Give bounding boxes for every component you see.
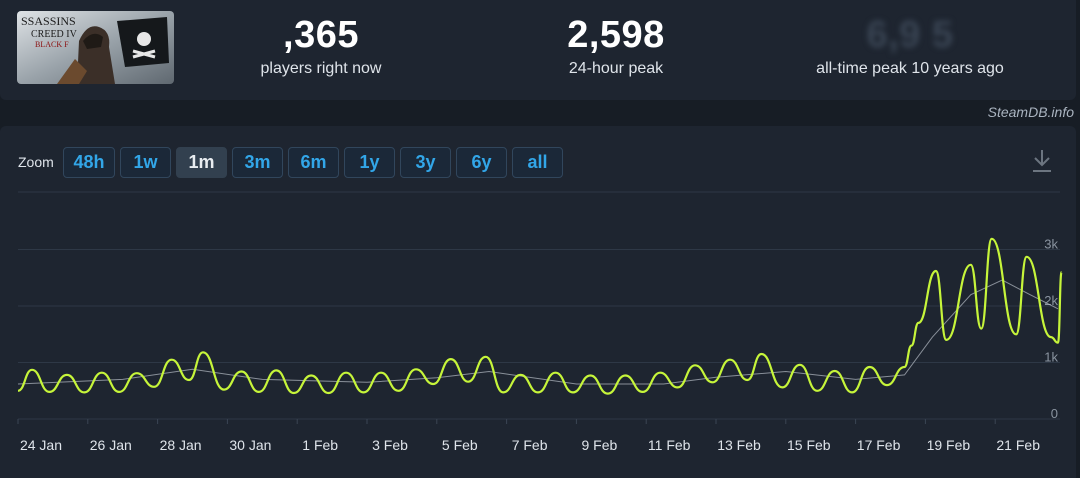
peak-24h-label: 24-hour peak bbox=[568, 60, 664, 77]
x-tick-label: 13 Feb bbox=[717, 437, 761, 453]
zoom-all-button[interactable]: all bbox=[512, 147, 563, 178]
all-time-peak-stat: 6,9 5 all-time peak 10 years ago bbox=[790, 12, 1030, 79]
x-tick-label: 1 Feb bbox=[302, 437, 338, 453]
zoom-1y-button[interactable]: 1y bbox=[344, 147, 395, 178]
current-players-stat: ,365 players right now bbox=[236, 12, 406, 79]
x-tick-label: 15 Feb bbox=[787, 437, 831, 453]
players-chart: 0 1k 2k 3k 24 Jan 26 Jan 28 Jan 30 Jan 1 Feb 3 Fe… bbox=[17, 191, 1063, 453]
x-tick-label: 26 Jan bbox=[90, 437, 132, 453]
x-tick-label: 28 Jan bbox=[160, 437, 202, 453]
series-players-line bbox=[17, 237, 1063, 395]
x-tick-label: 17 Feb bbox=[857, 437, 901, 453]
x-tick-label: 3 Feb bbox=[372, 437, 408, 453]
zoom-3y-button[interactable]: 3y bbox=[400, 147, 451, 178]
all-time-peak-value: 6,9 5 bbox=[866, 14, 954, 56]
x-tick-label: 24 Jan bbox=[20, 437, 62, 453]
x-tick-label: 21 Feb bbox=[996, 437, 1040, 453]
download-icon[interactable] bbox=[1031, 148, 1053, 179]
x-tick-label: 30 Jan bbox=[229, 437, 271, 453]
x-tick-label: 9 Feb bbox=[581, 437, 617, 453]
x-tick-label: 11 Feb bbox=[648, 437, 691, 453]
y-tick-label: 1k bbox=[1044, 350, 1058, 365]
steamdb-watermark: SteamDB.info bbox=[987, 104, 1074, 120]
zoom-label: Zoom bbox=[18, 154, 54, 170]
zoom-6m-button[interactable]: 6m bbox=[288, 147, 339, 178]
stats-panel bbox=[0, 0, 1076, 100]
zoom-6y-button[interactable]: 6y bbox=[456, 147, 507, 178]
cover-title-line1: SSASSINS bbox=[21, 14, 76, 28]
cover-title-line2: CREED IV bbox=[31, 29, 78, 40]
x-tick-label: 19 Feb bbox=[927, 437, 971, 453]
y-tick-label: 3k bbox=[1044, 237, 1058, 252]
x-tick-label: 7 Feb bbox=[512, 437, 548, 453]
y-tick-label: 0 bbox=[1051, 406, 1058, 421]
zoom-48h-button[interactable]: 48h bbox=[63, 147, 115, 178]
all-time-peak-label: all-time peak 10 years ago bbox=[816, 60, 1004, 77]
game-cover-image[interactable]: SSASSINS CREED IV BLACK F bbox=[17, 11, 174, 84]
peak-24h-value: 2,598 bbox=[567, 14, 665, 56]
y-tick-label: 2k bbox=[1044, 293, 1058, 308]
peak-24h-stat: 2,598 24-hour peak bbox=[531, 12, 701, 79]
cover-title-line3: BLACK F bbox=[35, 40, 69, 49]
x-tick-label: 5 Feb bbox=[442, 437, 478, 453]
zoom-3m-button[interactable]: 3m bbox=[232, 147, 283, 178]
current-players-label: players right now bbox=[260, 60, 382, 77]
zoom-1m-button[interactable]: 1m bbox=[176, 147, 227, 178]
zoom-1w-button[interactable]: 1w bbox=[120, 147, 171, 178]
current-players-value: ,365 bbox=[283, 14, 359, 56]
